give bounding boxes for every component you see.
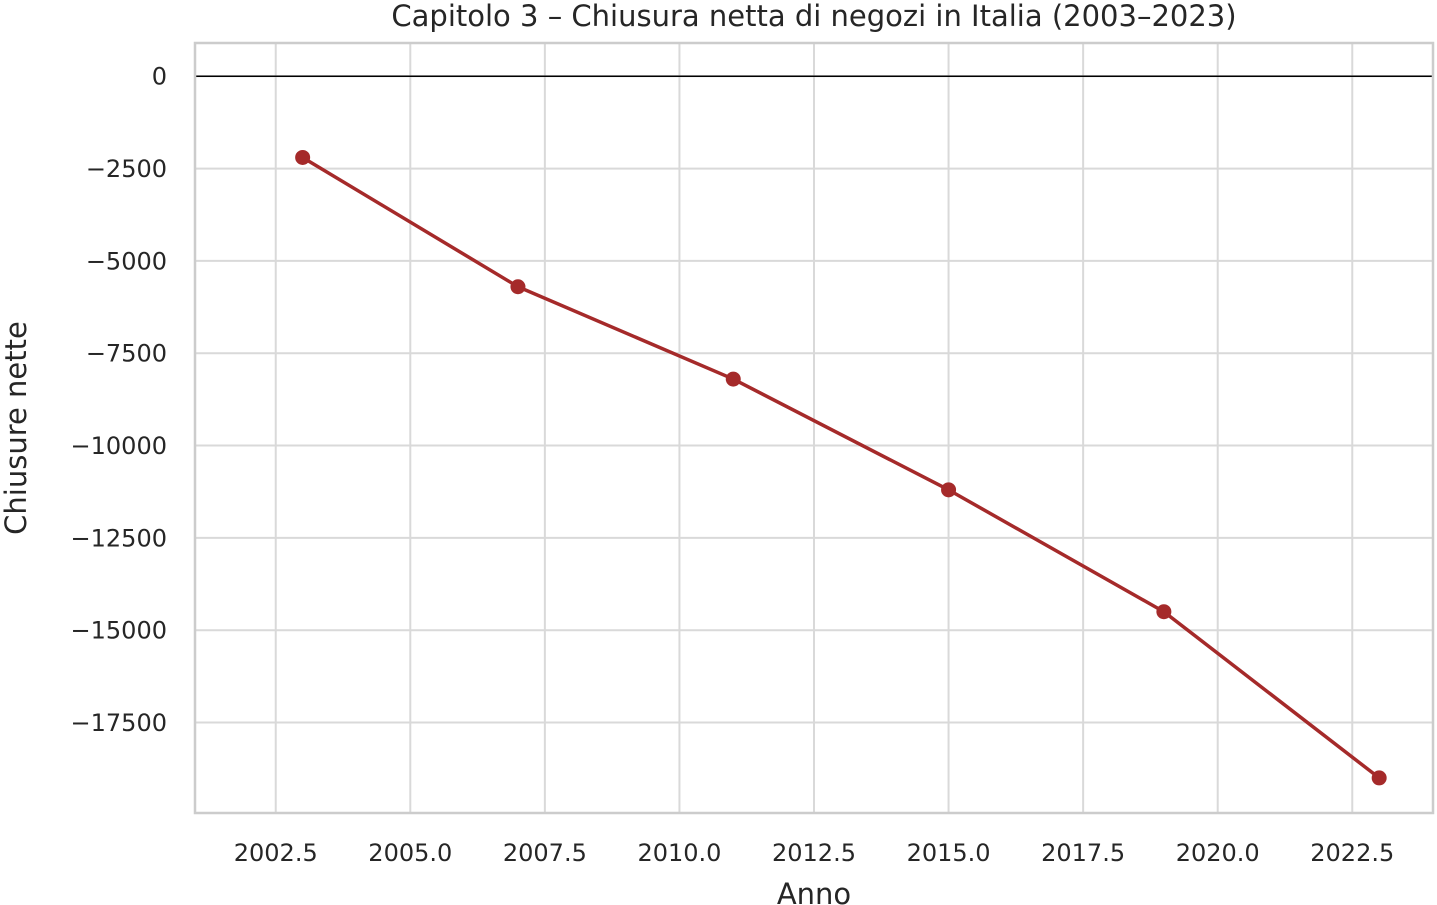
data-point bbox=[725, 371, 741, 387]
series-line bbox=[300, 155, 1381, 780]
y-tick-label: 0 bbox=[152, 63, 167, 91]
grid bbox=[195, 43, 1433, 813]
y-tick-label: −5000 bbox=[86, 247, 167, 275]
x-tick-label: 2012.5 bbox=[772, 839, 856, 867]
x-axis-ticks: 2002.5 2005.0 2007.5 2010.0 2012.5 2015.0 2017… bbox=[234, 839, 1395, 867]
x-tick-label: 2010.0 bbox=[637, 839, 721, 867]
x-tick-label: 2002.5 bbox=[234, 839, 318, 867]
x-tick-label: 2020.0 bbox=[1176, 839, 1260, 867]
data-point bbox=[1156, 604, 1172, 620]
y-tick-label: −15000 bbox=[71, 617, 167, 645]
x-tick-label: 2022.5 bbox=[1310, 839, 1394, 867]
y-tick-label: −17500 bbox=[71, 709, 167, 737]
y-axis-ticks: 0 −2500 −5000 −7500 −10000 −12500 −15000 −17500 bbox=[71, 63, 167, 737]
y-tick-label: −7500 bbox=[86, 340, 167, 368]
x-tick-label: 2007.5 bbox=[503, 839, 587, 867]
y-axis-label: Chiusure nette bbox=[0, 321, 33, 535]
data-point bbox=[1371, 770, 1387, 786]
series-layer bbox=[295, 149, 1387, 786]
x-tick-label: 2015.0 bbox=[907, 839, 991, 867]
y-tick-label: −2500 bbox=[86, 155, 167, 183]
y-tick-label: −12500 bbox=[71, 524, 167, 552]
x-tick-label: 2017.5 bbox=[1041, 839, 1125, 867]
data-point bbox=[941, 482, 957, 498]
x-tick-label: 2005.0 bbox=[368, 839, 452, 867]
data-point bbox=[510, 279, 526, 295]
x-axis-label: Anno bbox=[777, 877, 851, 905]
data-point bbox=[295, 149, 311, 165]
chart-title: Capitolo 3 – Chiusura netta di negozi in… bbox=[391, 0, 1236, 33]
y-tick-label: −10000 bbox=[71, 432, 167, 460]
plot-frame bbox=[193, 41, 1435, 815]
